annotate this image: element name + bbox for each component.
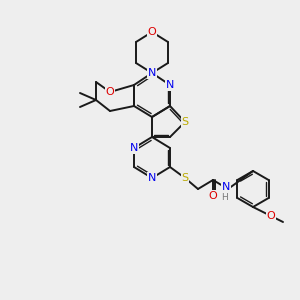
Text: O: O [106,87,114,97]
Text: N: N [148,173,156,183]
Text: N: N [148,68,156,78]
Text: S: S [182,173,189,183]
Text: O: O [148,27,156,37]
Text: H: H [220,193,227,202]
Text: O: O [267,211,275,221]
Text: N: N [222,182,230,192]
Text: N: N [130,143,138,153]
Text: S: S [182,117,189,127]
Text: O: O [208,191,217,201]
Text: N: N [166,80,174,90]
